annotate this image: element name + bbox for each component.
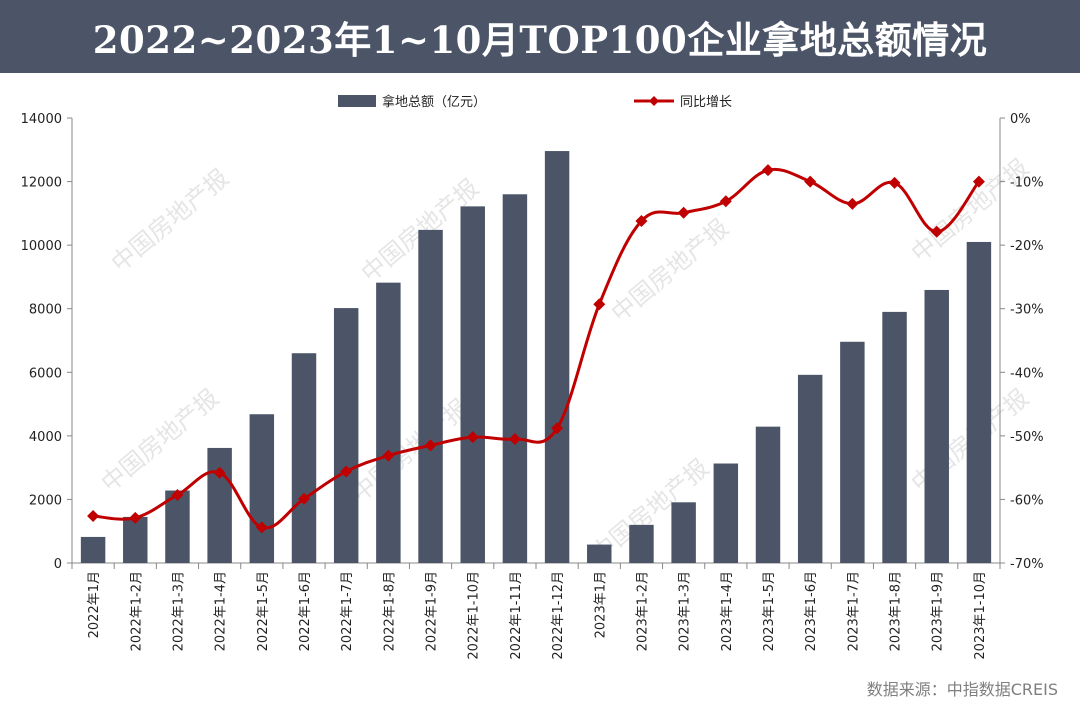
growth-point [762,164,774,177]
growth-point [255,521,268,534]
growth-point [677,206,690,219]
bar [418,229,443,563]
bar [671,502,696,563]
y-right-tick-label: -50% [1010,430,1044,445]
bar [629,524,654,563]
bar [502,194,528,563]
x-tick-label: 2022年1月 [87,571,102,638]
x-tick-label: 2022年1-12月 [551,571,566,660]
line-series [87,164,985,534]
x-tick-label: 2023年1月 [593,571,608,638]
x-tick-label: 2022年1-2月 [129,571,144,651]
watermark-text: 中国房地产报 [96,384,224,498]
x-tick-label: 2022年1-8月 [382,571,397,651]
x-tick-label: 2022年1-9月 [425,571,440,651]
growth-point [87,509,100,522]
y-left-tick-label: 0 [54,557,62,572]
legend-line-marker [649,96,659,106]
growth-point [593,298,606,311]
legend-bar-label: 拿地总额（亿元） [382,94,486,110]
bar [80,536,106,563]
growth-point [298,492,310,505]
x-tick-label: 2023年1-4月 [720,571,735,651]
x-tick-label: 2022年1-11月 [509,571,524,660]
growth-point [846,197,859,210]
x-tick-label: 2023年1-5月 [762,571,777,651]
y-right-tick-label: -60% [1010,493,1044,508]
title-banner: 2022~2023年1~10月TOP100企业拿地总额情况 [0,0,1080,73]
growth-point [424,439,437,452]
y-left-tick-label: 6000 [29,366,62,381]
growth-point [551,422,564,435]
growth-point [466,431,479,444]
legend: 拿地总额（亿元） 同比增长 [338,94,732,110]
source-note: 数据来源：中指数据CREIS [866,680,1058,699]
bar [123,516,148,563]
bar [587,544,612,563]
y-left-tick-label: 12000 [21,176,62,191]
x-tick-label: 2022年1-4月 [214,571,229,651]
y-right-tick-label: -30% [1010,303,1044,318]
bar [924,289,949,563]
x-tick-label: 2023年1-3月 [678,571,693,651]
bar [713,463,739,563]
bar [207,447,232,563]
y-right-tick-label: 0% [1010,112,1031,127]
y-left-tick-label: 4000 [29,430,62,445]
growth-point [382,449,395,462]
bar [840,341,865,563]
x-tick-label: 2022年1-10月 [467,571,482,660]
x-tick-label: 2023年1-10月 [973,571,988,660]
growth-point [972,175,985,188]
y-right-tick-label: -20% [1010,239,1044,254]
y-right-tick-label: -40% [1010,366,1044,381]
growth-point [171,488,184,501]
legend-line-label: 同比增长 [680,95,732,110]
growth-line [92,167,981,530]
chart-title: 2022~2023年1~10月TOP100企业拿地总额情况 [92,17,988,62]
bar [966,241,992,563]
growth-point [888,176,901,189]
y-left-tick-label: 14000 [21,112,62,127]
legend-bar-swatch [338,95,376,107]
x-tick-label: 2023年1-2月 [635,571,650,651]
bar [376,282,401,563]
x-tick-label: 2022年1-7月 [340,571,355,651]
growth-point [213,466,226,479]
x-tick-label: 2022年1-6月 [298,571,313,651]
x-tick-label: 2023年1-6月 [804,571,819,651]
growth-point [930,225,943,238]
x-tick-label: 2023年1-7月 [846,571,861,651]
x-tick-label: 2022年1-5月 [256,571,271,651]
x-tick-label: 2023年1-8月 [889,571,904,651]
combo-chart: 中国房地产报中国房地产报中国房地产报中国房地产报中国房地产报中国房地产报中国房地… [21,94,1044,660]
y-left-tick-label: 2000 [29,493,62,508]
bar [460,206,485,563]
x-tick-label: 2023年1-9月 [931,571,946,651]
bar [797,374,823,563]
growth-point [508,433,521,446]
bar [544,151,570,564]
growth-point [340,465,353,478]
y-right-tick-label: -10% [1010,176,1044,191]
watermark-text: 中国房地产报 [606,214,734,328]
bar [291,353,317,563]
growth-point [804,175,817,188]
bar [755,426,781,563]
y-left-tick-label: 8000 [29,303,62,318]
bar [249,414,275,563]
bar [882,311,907,563]
bar [333,308,359,563]
bar [165,490,190,563]
x-tick-label: 2022年1-3月 [171,571,186,651]
watermark-text: 中国房地产报 [106,164,234,278]
y-right-tick-label: -70% [1010,557,1044,572]
y-left-tick-label: 10000 [21,239,62,254]
growth-point [635,214,648,227]
bar-series [80,151,992,564]
growth-point [719,195,732,208]
axes-layer: 0 2000 4000 6000 8000 10000 12000 14000 0% -10% -2… [21,112,1044,660]
